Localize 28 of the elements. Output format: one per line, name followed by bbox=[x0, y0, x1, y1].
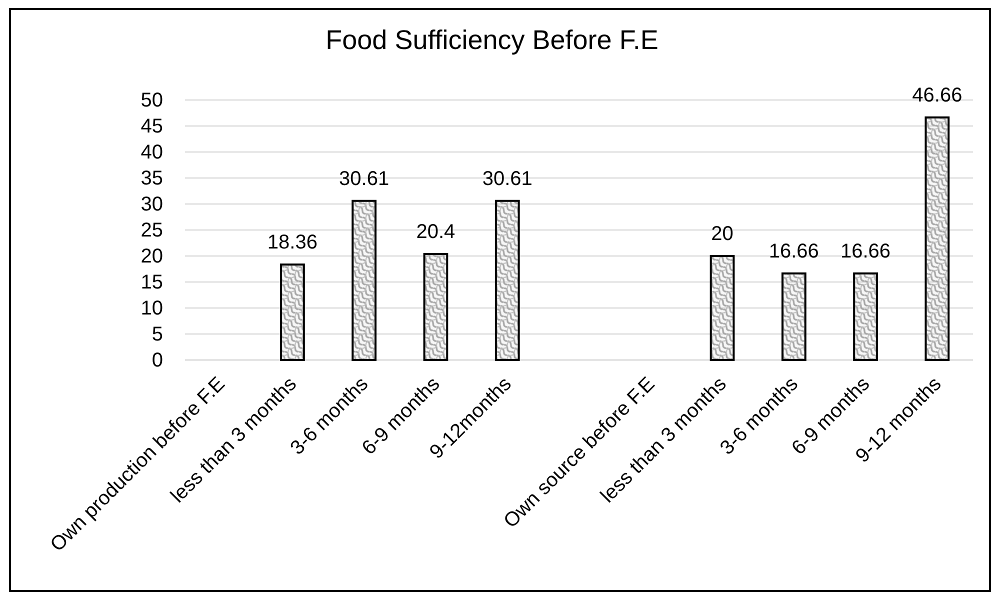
data-label: 46.66 bbox=[912, 84, 962, 106]
bar bbox=[853, 272, 878, 361]
data-label: 16.66 bbox=[768, 240, 819, 262]
data-label: 30.61 bbox=[482, 168, 532, 190]
y-tick-label: 0 bbox=[152, 349, 163, 372]
bar bbox=[710, 255, 735, 361]
bar bbox=[494, 200, 520, 361]
data-label: 16.66 bbox=[840, 240, 891, 262]
y-tick-label: 25 bbox=[140, 219, 163, 242]
y-tick-label: 45 bbox=[140, 115, 163, 138]
data-label: 18.36 bbox=[267, 232, 318, 254]
y-tick-label: 40 bbox=[140, 141, 163, 164]
y-tick-label: 5 bbox=[152, 323, 163, 346]
data-label: 20 bbox=[711, 223, 734, 245]
bar bbox=[924, 116, 950, 361]
y-tick-label: 30 bbox=[140, 193, 163, 216]
y-tick-label: 15 bbox=[140, 271, 163, 294]
bar bbox=[280, 264, 305, 361]
y-tick-label: 10 bbox=[140, 297, 163, 320]
bar bbox=[423, 252, 448, 361]
bar bbox=[352, 200, 377, 361]
y-tick-label: 50 bbox=[140, 89, 163, 112]
data-label: 20.4 bbox=[416, 220, 456, 243]
y-tick-label: 35 bbox=[140, 167, 163, 190]
y-tick-label: 20 bbox=[140, 245, 163, 268]
data-label: 30.61 bbox=[339, 168, 390, 190]
chart-title: Food Sufficiency Before F.E bbox=[326, 25, 658, 55]
bar bbox=[781, 272, 806, 361]
